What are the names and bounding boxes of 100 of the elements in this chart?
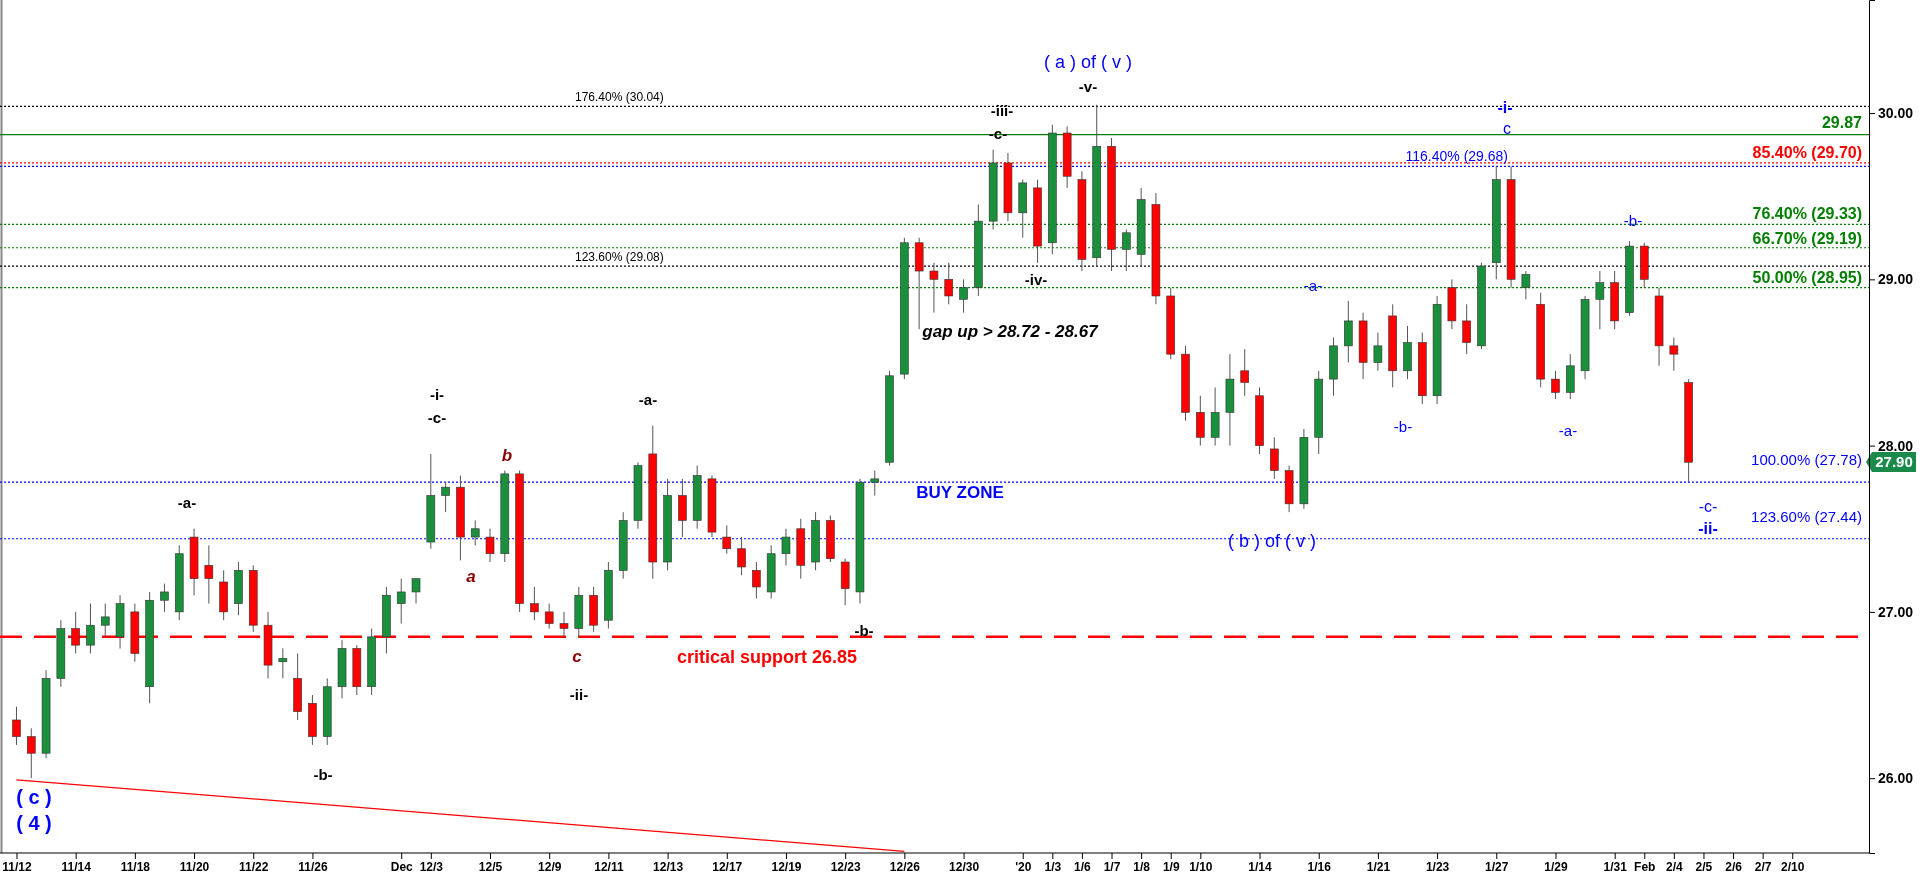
annotation: a [466, 566, 476, 586]
candlestick [1551, 370, 1560, 400]
candlestick [781, 528, 791, 566]
x-tick-label: 12/5 [478, 859, 503, 874]
annotation: -b- [1393, 418, 1413, 436]
x-tick-label: 12/26 [889, 859, 921, 874]
annotation: -a- [1558, 422, 1578, 440]
x-tick-label: 11/26 [298, 859, 328, 874]
x-tick-label: 2/10 [1781, 859, 1805, 874]
x-tick-label: 1/16 [1307, 859, 1332, 874]
ref-line-label: 85.40% (29.70) [1752, 143, 1862, 161]
annotation: ( c ) [16, 786, 52, 808]
x-tick-label: 1/29 [1544, 859, 1568, 874]
y-tick-label: 27.00 [1878, 603, 1914, 620]
annotation: ( 4 ) [16, 812, 52, 834]
x-tick-label: 2/5 [1695, 859, 1713, 874]
ref-line-label: 50.00% (28.95) [1752, 268, 1862, 286]
annotation: -c- [1698, 497, 1718, 515]
annotation: -i- [1497, 98, 1513, 116]
x-tick-label: 2/7 [1754, 859, 1772, 874]
candlestick [530, 586, 539, 621]
annotation: -ii- [1698, 519, 1718, 537]
ref-line-label: 116.40% (29.68) [1405, 148, 1508, 165]
x-tick-label: 12/13 [653, 859, 684, 874]
annotation: c [572, 646, 583, 666]
candlestick [441, 481, 450, 513]
ref-line-label: 76.40% (29.33) [1752, 205, 1862, 223]
candlestick [1240, 348, 1250, 397]
x-tick-label: 11/18 [120, 859, 151, 874]
candlestick [1270, 436, 1279, 480]
annotation: -iii- [990, 102, 1014, 120]
candlestick [944, 262, 954, 305]
candlestick [1122, 228, 1131, 272]
x-tick-label: 12/17 [712, 859, 743, 874]
annotation: -a- [177, 494, 197, 512]
annotation: -v- [1078, 78, 1098, 96]
x-tick-label: Dec [390, 859, 414, 874]
x-tick-label: 1/31 [1603, 859, 1628, 874]
candlestick [100, 603, 110, 638]
candlestick [396, 578, 406, 625]
candlestick [26, 727, 36, 779]
x-tick-label: 1/3 [1044, 859, 1062, 874]
ref-line-label: 123.60% (27.44) [1751, 507, 1862, 525]
y-tick-label: 29.00 [1878, 271, 1914, 288]
candlestick [160, 583, 169, 613]
candlestick [544, 603, 554, 630]
annotation: -a- [638, 391, 658, 409]
annotation: ( b ) of ( v ) [1227, 531, 1317, 552]
x-tick-label: Feb [1634, 859, 1656, 874]
annotation: -b- [854, 622, 874, 640]
ref-line-label: 100.00% (27.78) [1751, 451, 1862, 469]
ref-line-label: 66.70% (29.19) [1752, 229, 1862, 247]
ref-line-label: 123.60% (29.08) [575, 250, 664, 265]
candlestick [722, 524, 732, 555]
candlestick [1595, 270, 1605, 330]
candlestick [470, 519, 480, 546]
ref-line-label: critical support 26.85 [676, 646, 858, 667]
annotation: gap up > 28.72 - 28.67 [921, 321, 1100, 341]
ref-line-label: 176.40% (30.04) [575, 90, 664, 105]
candlestick [12, 706, 21, 746]
annotation: -ii- [569, 686, 589, 704]
x-tick-label: 11/20 [179, 859, 210, 874]
x-tick-label: 1/14 [1248, 859, 1273, 874]
x-tick-label: 1/23 [1425, 859, 1450, 874]
candlestick [86, 603, 95, 654]
x-tick-label: 1/8 [1133, 859, 1151, 874]
x-tick-label: 1/27 [1485, 859, 1509, 874]
x-tick-label: 11/12 [2, 859, 32, 874]
x-tick-label: 12/3 [419, 859, 444, 874]
y-tick-label: 26.00 [1878, 770, 1914, 787]
candlestick [1669, 337, 1679, 372]
text: 27.90 [1875, 453, 1913, 471]
x-tick-label: 12/23 [830, 859, 861, 874]
annotation: -iv- [1024, 271, 1048, 289]
candlestick [737, 536, 746, 576]
x-tick-label: 2/6 [1725, 859, 1743, 874]
x-tick-label: 1/9 [1162, 859, 1180, 874]
candlestick [1462, 303, 1471, 355]
candlestick [204, 544, 214, 605]
x-tick-label: 12/9 [538, 859, 562, 874]
x-tick-label: 1/7 [1103, 859, 1121, 874]
x-tick-label: 12/30 [949, 859, 980, 874]
x-tick-label: 2/4 [1666, 859, 1684, 874]
annotation: ( a ) of ( v ) [1043, 52, 1133, 73]
annotation: -i- [429, 386, 445, 404]
annotation: c [1503, 119, 1511, 137]
y-tick-label: 30.00 [1878, 105, 1914, 122]
candlestick [278, 647, 288, 679]
annotation: -b- [1623, 212, 1643, 230]
x-tick-label: 11/22 [239, 859, 269, 874]
annotation: -c- [427, 409, 447, 427]
annotation: -a- [1303, 277, 1323, 295]
candlestick [1521, 270, 1531, 300]
candlestick [485, 528, 495, 563]
ref-line-label: 29.87 [1821, 113, 1863, 131]
x-tick-label: 12/11 [594, 859, 624, 874]
x-tick-label: 1/10 [1189, 859, 1213, 874]
candlestick [959, 278, 968, 314]
x-tick-label: 1/6 [1074, 859, 1092, 874]
candlestick [1373, 332, 1383, 372]
